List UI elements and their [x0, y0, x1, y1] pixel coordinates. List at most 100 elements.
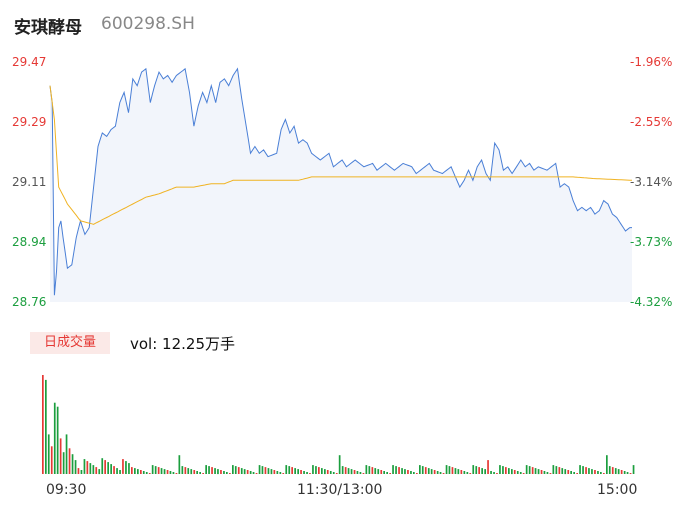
volume-bar	[508, 468, 510, 474]
volume-bar	[555, 466, 558, 474]
volume-bar	[407, 470, 409, 474]
volume-bar	[137, 469, 139, 475]
volume-bar	[398, 467, 400, 474]
volume-bar	[282, 473, 285, 474]
volume-bar	[623, 471, 626, 474]
volume-bar	[125, 461, 127, 474]
volume-bar	[264, 467, 267, 474]
volume-bar	[42, 375, 44, 474]
volume-bar	[83, 459, 86, 474]
volume-bar	[564, 469, 567, 475]
volume-bar	[249, 471, 252, 474]
volume-bar	[490, 471, 492, 474]
volume-bar	[128, 463, 130, 474]
volume-bar	[493, 472, 495, 474]
volume-bar	[309, 473, 311, 474]
volume-bar	[45, 379, 47, 474]
volume-bar	[454, 468, 457, 474]
volume-bar	[466, 472, 469, 474]
volume-bar	[469, 473, 472, 474]
volume-bar	[368, 466, 371, 474]
volume-bar	[65, 434, 68, 474]
volume-bar	[47, 434, 50, 474]
volume-bar	[445, 465, 448, 474]
volume-bar	[487, 460, 489, 474]
volume-bar	[359, 472, 362, 474]
volume-bar	[116, 468, 118, 474]
volume-bar	[611, 467, 614, 474]
volume-bar	[528, 466, 531, 474]
volume-bar	[413, 472, 415, 474]
volume-bar	[237, 467, 240, 474]
volume-bar	[240, 468, 243, 474]
volume-bar	[77, 468, 80, 474]
volume-bar	[347, 468, 350, 474]
volume-bar	[579, 465, 581, 474]
volume-bar	[297, 469, 299, 475]
volume-bar	[534, 468, 537, 474]
volume-bar	[134, 468, 136, 474]
y-tick-right: -1.96%	[630, 55, 672, 69]
volume-bar	[591, 469, 593, 475]
volume-bar	[148, 473, 151, 474]
volume-bar	[208, 466, 210, 474]
volume-bar	[451, 467, 454, 474]
volume-bar	[475, 466, 478, 474]
volume-bar	[481, 468, 483, 474]
volume-bar	[187, 468, 190, 474]
volume-bar	[472, 465, 475, 474]
volume-bar	[588, 468, 590, 474]
volume-bar	[404, 469, 406, 475]
volume-bar	[356, 471, 359, 474]
volume-bar	[448, 466, 451, 474]
volume-bar	[522, 473, 525, 474]
volume-bar	[285, 465, 288, 474]
volume-bar	[113, 466, 115, 474]
volume-badge: 日成交量	[30, 332, 110, 354]
volume-bar	[549, 473, 552, 474]
volume-bar	[217, 469, 219, 475]
volume-bar	[543, 471, 546, 474]
volume-bar	[561, 468, 564, 474]
volume-bar	[350, 469, 353, 475]
volume-bar	[68, 448, 71, 474]
volume-bar	[279, 472, 282, 474]
volume-bar	[273, 470, 276, 474]
volume-bar	[86, 461, 89, 474]
volume-bar	[371, 467, 374, 474]
volume-bar	[582, 466, 584, 474]
volume-bar	[463, 471, 466, 474]
volume-bar	[169, 471, 172, 474]
volume-bar	[603, 473, 605, 474]
volume-bar	[457, 469, 460, 475]
y-tick-left: 29.11	[12, 175, 46, 189]
volume-bar	[140, 470, 142, 474]
volume-bar	[626, 472, 629, 474]
volume-bar	[160, 468, 163, 474]
volume-bar	[341, 466, 344, 474]
volume-bar	[629, 473, 632, 474]
volume-bar	[190, 469, 193, 475]
volume-bar	[546, 472, 549, 474]
volume-bar	[374, 468, 377, 474]
volume-bar	[315, 466, 317, 474]
volume-bar	[104, 460, 106, 474]
volume-bar	[291, 467, 293, 474]
volume-bar	[223, 471, 225, 474]
x-tick-midday: 11:30/13:00	[297, 482, 383, 498]
volume-bar	[142, 471, 145, 474]
volume-bar	[303, 471, 305, 474]
y-tick-right: -3.14%	[630, 175, 672, 189]
volume-bar	[632, 465, 635, 474]
x-tick-close: 15:00	[597, 482, 638, 498]
volume-bar	[107, 462, 109, 474]
volume-bar	[600, 472, 602, 474]
volume-bar	[338, 455, 341, 474]
volume-bar	[261, 466, 264, 474]
volume-bar	[513, 470, 516, 474]
volume-bar	[312, 465, 314, 474]
volume-bar	[552, 465, 555, 474]
stock-code: 600298.SH	[101, 14, 195, 34]
volume-bar	[597, 471, 599, 474]
